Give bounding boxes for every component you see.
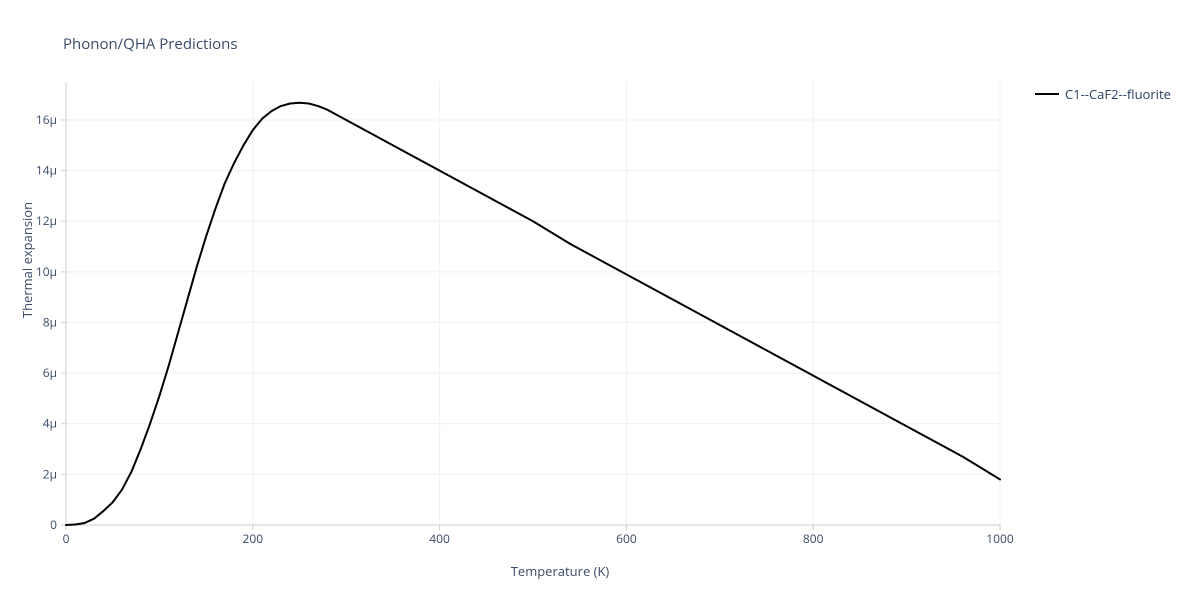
- svg-text:0: 0: [63, 530, 70, 547]
- legend-item[interactable]: C1--CaF2--fluorite: [1035, 85, 1171, 103]
- x-axis-label: Temperature (K): [0, 562, 1060, 580]
- svg-text:400: 400: [429, 530, 450, 547]
- svg-text:12μ: 12μ: [36, 212, 57, 229]
- svg-text:800: 800: [803, 530, 824, 547]
- svg-text:0: 0: [50, 516, 57, 533]
- svg-text:6μ: 6μ: [43, 364, 57, 381]
- y-axis-label: Thermal expansion: [18, 130, 36, 390]
- svg-text:200: 200: [243, 530, 264, 547]
- svg-text:2μ: 2μ: [43, 465, 57, 482]
- svg-text:8μ: 8μ: [43, 313, 57, 330]
- svg-text:14μ: 14μ: [36, 162, 57, 179]
- svg-text:4μ: 4μ: [43, 415, 57, 432]
- svg-text:10μ: 10μ: [36, 263, 57, 280]
- legend-label: C1--CaF2--fluorite: [1065, 85, 1171, 103]
- legend-swatch: [1035, 93, 1059, 95]
- svg-text:600: 600: [616, 530, 637, 547]
- svg-text:16μ: 16μ: [36, 111, 57, 128]
- legend: C1--CaF2--fluorite: [1035, 85, 1171, 103]
- chart-container: Phonon/QHA Predictions 02004006008001000…: [0, 0, 1200, 600]
- svg-text:1000: 1000: [986, 530, 1014, 547]
- chart-svg: 0 200 400 600 800 1000 0 2μ 4μ 6μ 8μ 10μ 12μ 14μ 16μ: [0, 0, 1200, 600]
